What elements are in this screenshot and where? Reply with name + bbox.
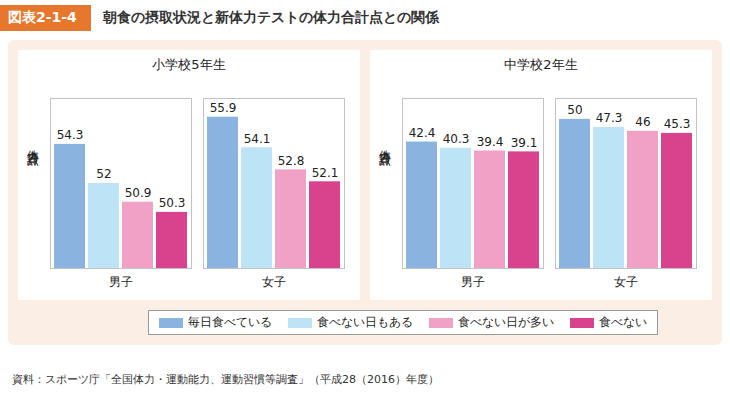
html-text:毎日食べている: 毎日食べている: [188, 315, 272, 329]
svg-text:女子: 女子: [262, 275, 286, 289]
svg-text:50: 50: [567, 103, 582, 117]
svg-text:45.3: 45.3: [664, 117, 691, 131]
svg-text:52: 52: [96, 167, 111, 181]
html-text:中学校2年生: 中学校2年生: [504, 57, 578, 72]
html-text:資料：スポーツ庁「全国体力・運動能力、運動習慣等調査」（平成: 資料：スポーツ庁「全国体力・運動能力、運動習慣等調査」（平成28（2016）年度…: [12, 373, 439, 386]
svg-text:54.1: 54.1: [244, 132, 271, 146]
html-text:体力合計点: 体力合計点: [378, 140, 392, 145]
html-text:図表2-1-4: 図表2-1-4: [8, 9, 77, 25]
svg-text:42.4: 42.4: [409, 126, 436, 140]
html-text:食べない日もある: 食べない日もある: [317, 315, 413, 329]
svg-text:54.3: 54.3: [57, 128, 84, 142]
svg-text:男子: 男子: [109, 275, 133, 289]
html-text:食べない: 食べない: [599, 315, 647, 329]
html-text:体力合計点: 体力合計点: [26, 140, 40, 145]
svg-text:40.3: 40.3: [443, 132, 470, 146]
svg-text:50.3: 50.3: [159, 196, 186, 210]
svg-text:47.3: 47.3: [596, 111, 623, 125]
html-text:小学校5年生: 小学校5年生: [152, 57, 226, 72]
svg-text:55.9: 55.9: [210, 101, 237, 115]
svg-text:52.1: 52.1: [312, 166, 339, 180]
svg-text:女子: 女子: [614, 275, 638, 289]
svg-text:50.9: 50.9: [125, 186, 152, 200]
svg-text:39.4: 39.4: [477, 135, 504, 149]
html-text:食べない日が多い: 食べない日が多い: [458, 315, 554, 329]
svg-text:39.1: 39.1: [511, 136, 538, 150]
svg-text:52.8: 52.8: [278, 154, 305, 168]
html-text:朝食の摂取状況と新体力テストの体力合計点との関係: 朝食の摂取状況と新体力テストの体力合計点との関係: [102, 9, 439, 25]
svg-text:46: 46: [635, 115, 650, 129]
svg-text:男子: 男子: [461, 275, 485, 289]
